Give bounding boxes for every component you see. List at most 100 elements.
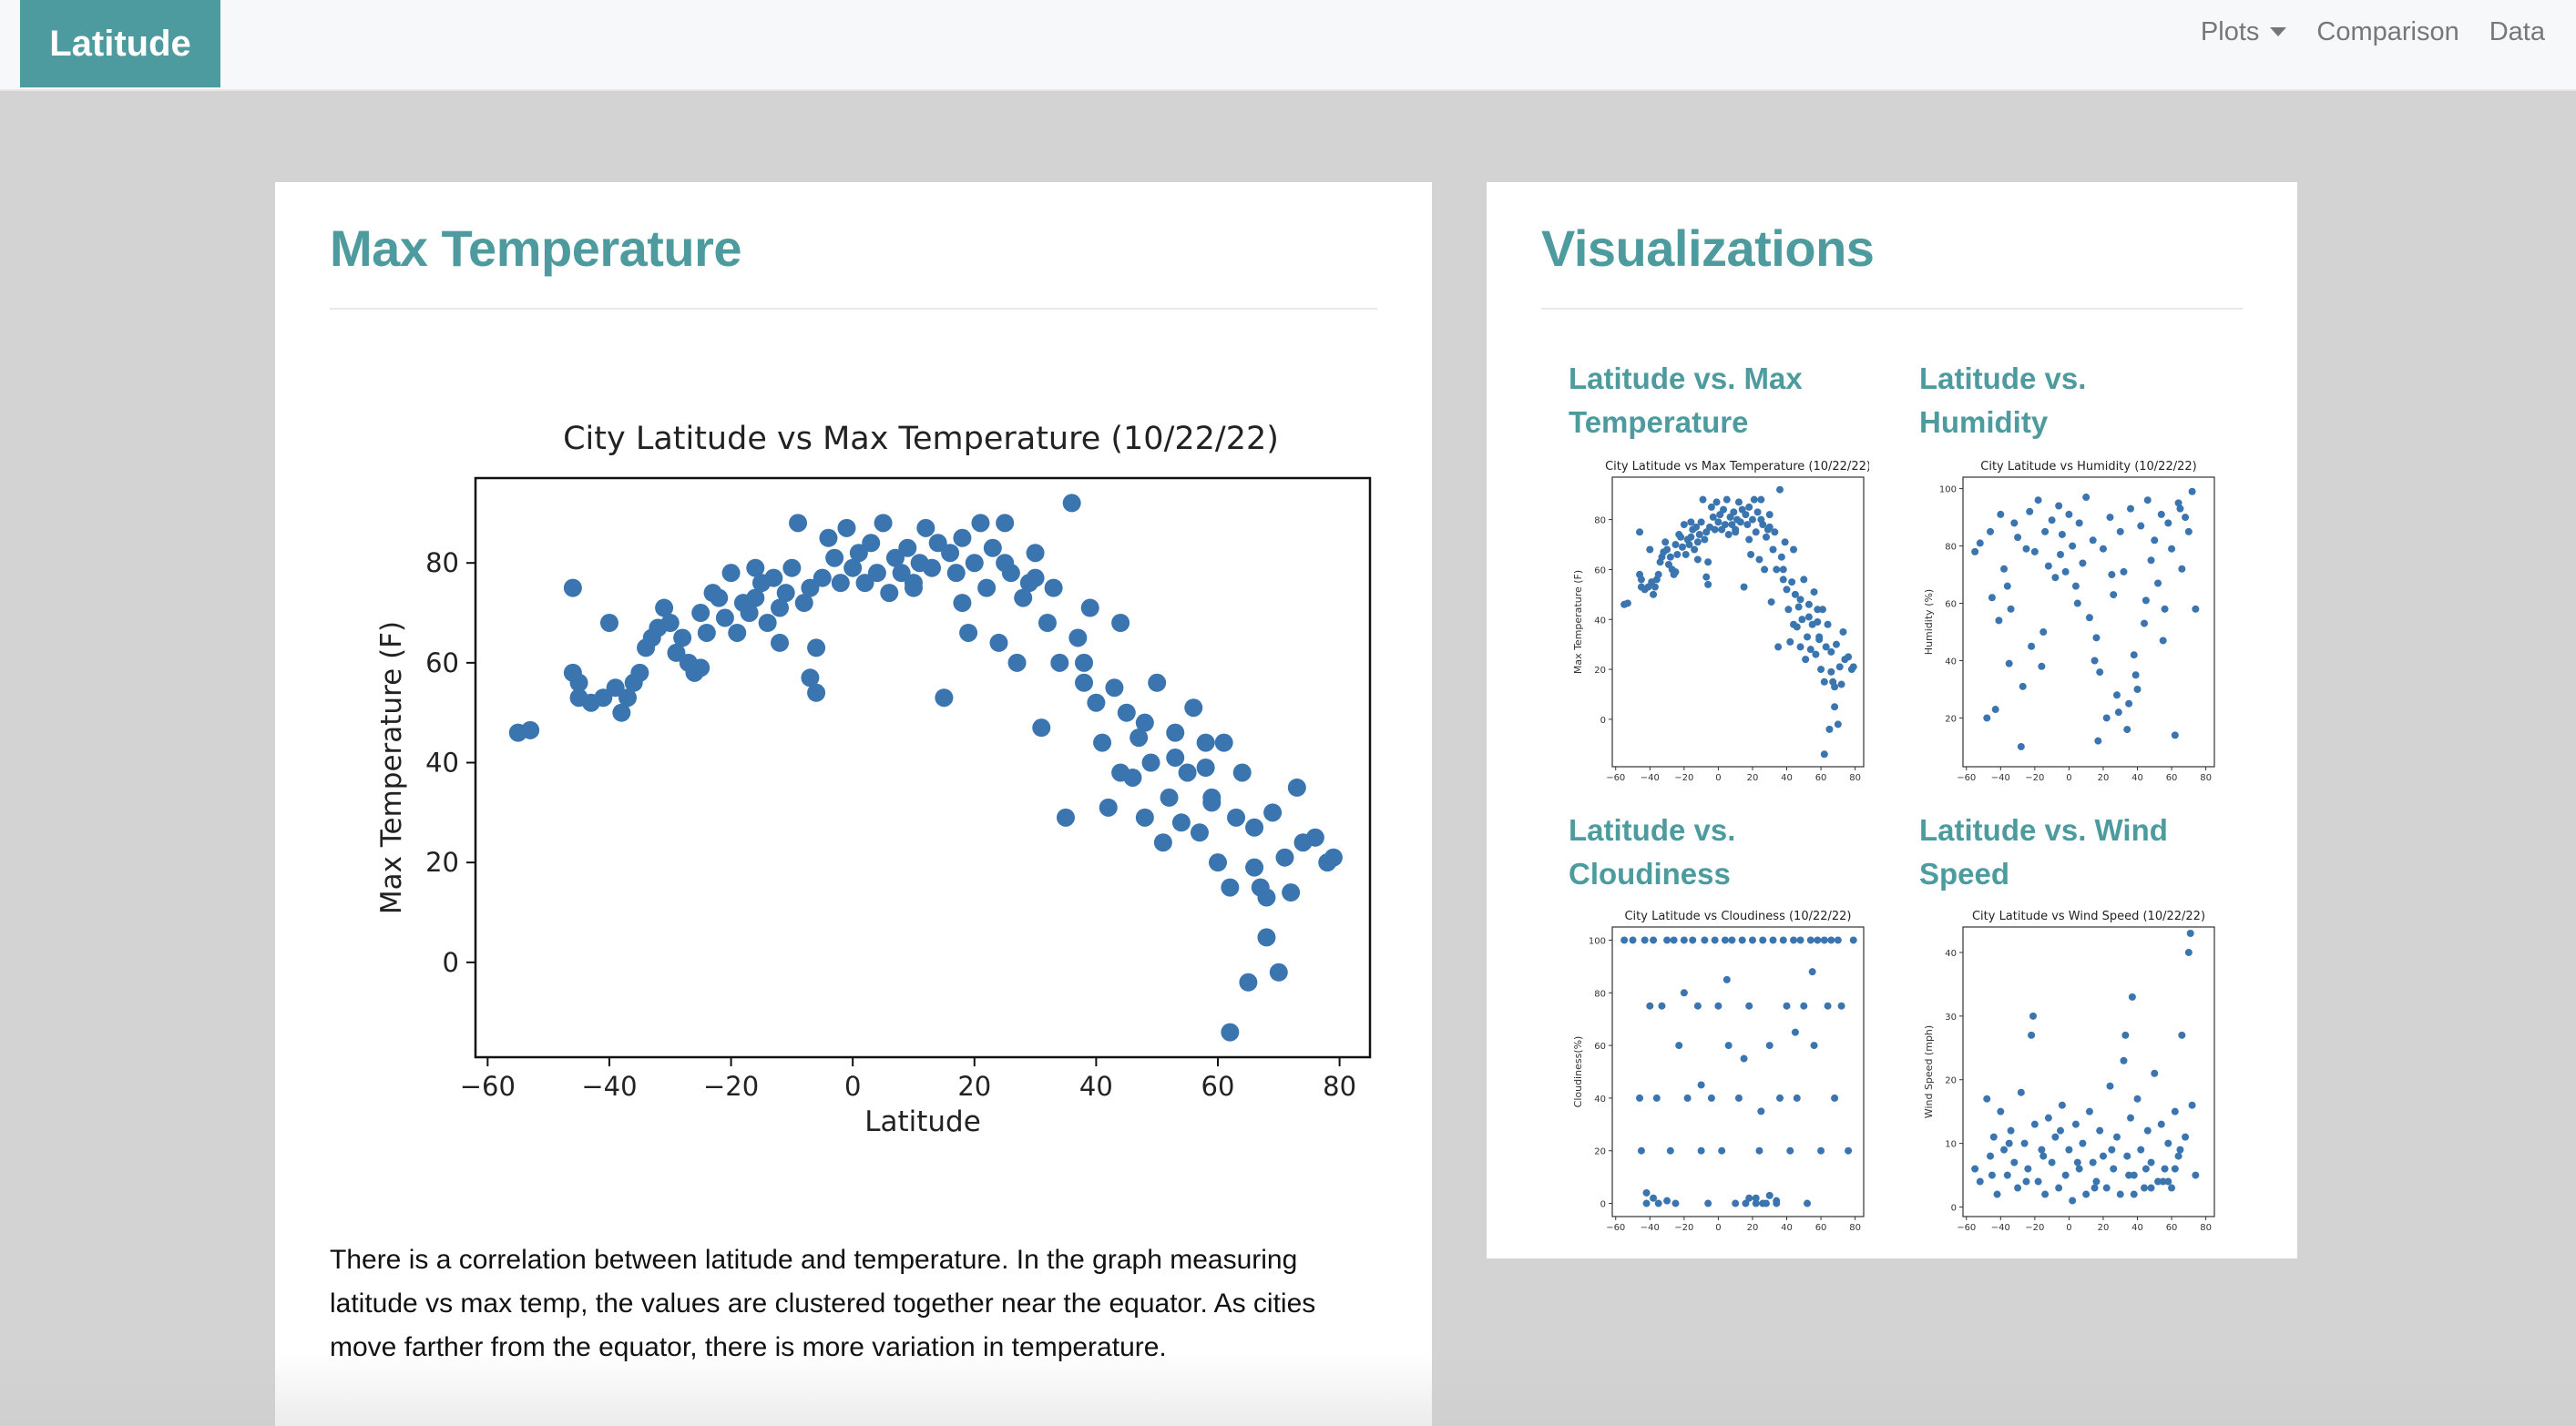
thumb-data-point <box>1804 633 1812 641</box>
thumb-cloudiness-chart[interactable]: City Latitude vs Cloudiness (10/22/22) −6… <box>1569 907 1869 1231</box>
thumb-data-point <box>2085 614 2093 622</box>
thumb-data-point <box>2112 1133 2121 1141</box>
thumb-max-temp-chart[interactable]: City Latitude vs Max Temperature (10/22/… <box>1569 457 1869 781</box>
data-point <box>855 574 874 593</box>
thumb-data-point <box>1776 1094 1784 1102</box>
thumb-data-point <box>1641 936 1649 944</box>
data-point <box>771 633 790 652</box>
data-point <box>1038 614 1057 632</box>
thumb-data-point <box>2141 1184 2149 1192</box>
thumb-data-point <box>2174 1152 2182 1160</box>
thumb-data-point <box>1742 511 1750 519</box>
thumb-wind-title[interactable]: Latitude vs. Wind Speed <box>1919 813 2168 891</box>
data-point <box>612 703 631 722</box>
thumb-data-point <box>2082 494 2090 502</box>
thumb-data-point <box>1742 1199 1750 1207</box>
thumb-y-tick-label: 0 <box>1600 1200 1606 1210</box>
thumb-data-point <box>1675 1042 1683 1050</box>
thumb-data-point <box>1798 616 1806 624</box>
thumb-data-point <box>1752 1199 1760 1207</box>
thumb-data-point <box>1745 1194 1753 1202</box>
thumb-data-point <box>1988 594 1996 602</box>
data-point <box>923 558 942 577</box>
thumb-max-temp[interactable]: Latitude vs. Max Temperature City Latitu… <box>1569 357 1869 781</box>
data-point <box>825 548 844 567</box>
data-point <box>1001 564 1020 583</box>
thumb-data-point <box>1678 543 1686 551</box>
thumb-humidity-title[interactable]: Latitude vs. Humidity <box>1919 362 2087 439</box>
thumb-data-point <box>2075 1165 2083 1173</box>
thumb-data-point <box>2114 708 2122 717</box>
data-point <box>904 578 923 597</box>
thumb-humidity-chart[interactable]: City Latitude vs Humidity (10/22/22) −60 −… <box>1919 457 2220 781</box>
data-point <box>630 663 649 682</box>
thumb-data-point <box>1743 521 1752 529</box>
thumb-data-point <box>2157 510 2165 518</box>
thumb-max-temp-title[interactable]: Latitude vs. Max Temperature <box>1569 362 1803 439</box>
nav-plots-dropdown[interactable]: Plots <box>2201 17 2287 47</box>
thumb-data-point <box>1794 603 1803 611</box>
thumb-x-tick-label: 20 <box>1747 1223 1759 1231</box>
thumb-data-point <box>2028 1031 2036 1039</box>
thumb-data-point <box>2014 534 2022 542</box>
data-point <box>977 578 997 597</box>
thumb-data-point <box>1745 1002 1753 1010</box>
thumb-y-tick-label: 40 <box>1945 949 1957 959</box>
thumb-wind-chart[interactable]: City Latitude vs Wind Speed (10/22/22) −6… <box>1919 907 2220 1231</box>
thumb-data-point <box>2038 1146 2046 1154</box>
thumb-data-point <box>1663 545 1671 554</box>
thumb-data-point <box>1831 703 1839 711</box>
data-point <box>862 534 881 553</box>
thumb-data-point <box>2007 1126 2015 1135</box>
data-point <box>831 574 850 593</box>
thumb-data-point <box>2005 1139 2013 1147</box>
thumb-data-point <box>2044 1114 2052 1122</box>
thumb-x-tick-label: 40 <box>2131 773 2143 781</box>
thumb-x-tick-label: 0 <box>2066 1223 2071 1231</box>
thumb-wind[interactable]: Latitude vs. Wind Speed City Latitude vs… <box>1919 809 2215 1231</box>
thumb-data-point <box>1755 555 1763 564</box>
thumb-x-tick-label: 60 <box>2166 773 2178 781</box>
y-ticks: 0 20 40 60 80 <box>425 547 475 978</box>
thumb-data-point <box>1759 936 1767 944</box>
thumb-data-point <box>2058 1101 2066 1109</box>
nav-comparison-link[interactable]: Comparison <box>2316 16 2459 46</box>
data-point <box>794 594 813 613</box>
thumb-cloudiness-title[interactable]: Latitude vs. Cloudiness <box>1569 813 1736 891</box>
thumb-data-point <box>1682 550 1690 558</box>
data-point <box>776 584 795 603</box>
visualizations-panel: Visualizations Latitude vs. Max Temperat… <box>1487 182 2297 1258</box>
data-point <box>867 564 886 583</box>
thumb-data-point <box>1783 586 1791 594</box>
thumb-data-point <box>1802 656 1810 664</box>
thumb-x-tick-label: 80 <box>2200 1223 2212 1231</box>
nav-data-link[interactable]: Data <box>2489 16 2545 46</box>
data-point <box>691 658 710 677</box>
thumb-cloudiness[interactable]: Latitude vs. Cloudiness City Latitude vs… <box>1569 809 1865 1231</box>
thumb-humidity[interactable]: Latitude vs. Humidity City Latitude vs H… <box>1919 357 2215 781</box>
thumb-data-point <box>2099 1152 2107 1160</box>
data-point <box>1232 763 1252 782</box>
thumb-data-point <box>2192 1171 2200 1179</box>
chart-points <box>508 494 1343 1042</box>
data-point <box>1190 823 1209 842</box>
data-point <box>849 544 868 563</box>
data-point <box>1135 713 1154 732</box>
thumb-data-point <box>2020 1139 2029 1147</box>
thumb-data-point <box>1651 583 1659 591</box>
thumb-data-point <box>1661 538 1670 546</box>
thumb-data-point <box>2171 1165 2179 1173</box>
thumb-data-point <box>1637 1146 1645 1155</box>
thumb-data-point <box>1790 545 1798 554</box>
data-point <box>880 584 899 603</box>
data-point <box>1305 828 1324 847</box>
thumb-data-point <box>2024 1165 2032 1173</box>
thumb-data-point <box>1817 666 1825 674</box>
thumb-data-point <box>2176 1146 2184 1154</box>
thumb-x-tick-label: 0 <box>1715 1223 1721 1231</box>
thumb-data-point <box>2161 605 2169 613</box>
thumb-data-point <box>1814 936 1822 944</box>
brand-link[interactable]: Latitude <box>20 0 220 87</box>
thumb-data-point <box>1983 1095 1991 1103</box>
thumb-data-point <box>2079 1139 2087 1147</box>
